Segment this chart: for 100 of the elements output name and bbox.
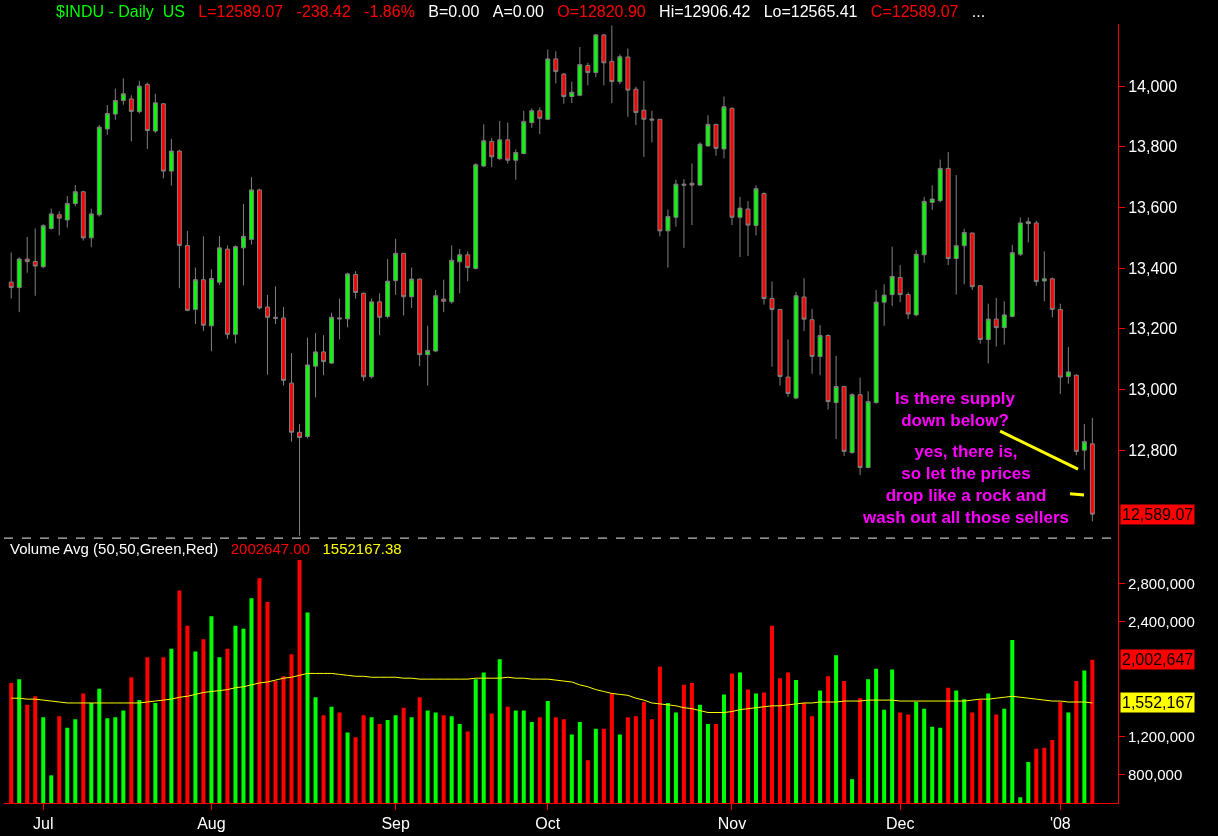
text: 12,589.07 — [1122, 506, 1194, 523]
candlestick — [857, 377, 863, 476]
candlestick — [953, 174, 959, 296]
text: -238.42 — [296, 3, 351, 20]
candlestick — [329, 312, 335, 365]
candlestick — [849, 392, 855, 455]
candlestick — [961, 228, 967, 285]
candlestick — [785, 338, 791, 398]
candlestick — [737, 196, 743, 258]
candlestick — [473, 162, 479, 270]
candlestick — [417, 277, 423, 367]
candlestick — [465, 251, 471, 282]
candlestick — [633, 86, 639, 126]
candlestick — [777, 308, 783, 387]
candlestick — [80, 190, 86, 242]
candlestick — [345, 272, 351, 328]
candlestick — [745, 200, 751, 257]
candlestick — [305, 337, 310, 439]
candlestick — [96, 124, 102, 218]
candlestick — [841, 385, 847, 457]
candlestick — [673, 179, 679, 228]
candlestick — [152, 93, 158, 134]
candlestick — [1009, 244, 1015, 318]
candlestick — [977, 285, 983, 345]
candlestick — [192, 267, 198, 325]
candlestick — [593, 33, 599, 78]
candlestick — [265, 294, 270, 376]
y-tick-label: 13,600 — [1128, 199, 1178, 217]
candlestick — [753, 184, 759, 236]
candlestick — [649, 110, 655, 143]
candlestick — [529, 107, 535, 129]
candlestick — [833, 355, 839, 440]
candlestick — [817, 324, 823, 376]
x-tick-label: '08 — [1049, 815, 1071, 833]
candlestick — [761, 191, 767, 306]
candlestick — [713, 123, 719, 157]
candlestick — [865, 390, 871, 469]
chart-title: Volume Avg (50,50,Green,Red) — [10, 540, 219, 557]
candlestick — [825, 333, 831, 411]
candlestick — [481, 123, 487, 168]
candlestick — [809, 308, 815, 375]
candlestick — [136, 80, 142, 114]
candlestick — [505, 122, 511, 165]
candlestick — [120, 77, 126, 106]
candlestick — [1001, 300, 1007, 346]
candlestick — [337, 298, 343, 340]
candlestick — [144, 82, 150, 150]
candlestick — [393, 238, 399, 296]
candlestick — [497, 120, 503, 161]
text: ... — [971, 3, 986, 20]
candlestick — [513, 148, 519, 181]
candlestick — [353, 270, 359, 300]
candlestick — [1041, 251, 1047, 302]
x-tick-label: Dec — [885, 815, 915, 833]
annotation: 2002647.00 — [230, 540, 310, 557]
candlestick — [689, 163, 695, 226]
candlestick — [64, 195, 70, 229]
candlestick — [409, 267, 415, 309]
y-tick-label: 13,200 — [1128, 320, 1178, 338]
candlestick — [793, 291, 799, 400]
candlestick — [208, 268, 214, 352]
candlestick — [641, 80, 647, 158]
candlestick — [289, 352, 294, 443]
candlestick — [232, 244, 238, 344]
candlestick — [401, 252, 407, 316]
candlestick — [729, 106, 735, 226]
text: L=12589.07 — [198, 3, 284, 20]
candlestick — [561, 72, 567, 105]
candlestick — [176, 149, 182, 289]
candlestick — [1033, 220, 1039, 287]
candlestick — [128, 94, 134, 142]
candlestick — [721, 96, 727, 159]
y-tick-label: 800,000 — [1128, 765, 1183, 783]
chart-title: $INDU - Daily US — [56, 3, 185, 20]
candlestick — [889, 246, 895, 307]
text: 2,002,647 — [1122, 651, 1194, 668]
candlestick — [377, 292, 383, 336]
candlestick — [385, 258, 391, 319]
candlestick — [625, 48, 631, 118]
candlestick — [921, 196, 927, 264]
text: O=12820.90 — [557, 3, 646, 20]
candlestick — [88, 208, 94, 248]
candlestick — [1089, 417, 1095, 522]
candlestick — [40, 223, 46, 269]
candlestick — [216, 235, 222, 286]
candlestick — [200, 235, 206, 332]
candlestick — [617, 53, 623, 85]
candlestick — [241, 203, 246, 286]
candlestick — [313, 332, 318, 398]
candlestick — [681, 178, 687, 249]
candlestick — [249, 176, 254, 246]
y-tick-label: 13,800 — [1128, 138, 1178, 156]
candlestick — [1065, 346, 1071, 385]
candlestick — [993, 297, 999, 347]
x-tick-label: Jul — [33, 815, 54, 833]
candlestick — [905, 291, 911, 320]
candlestick — [601, 33, 607, 86]
candlestick — [705, 114, 711, 148]
candlestick — [1017, 217, 1023, 257]
candlestick — [361, 291, 367, 382]
